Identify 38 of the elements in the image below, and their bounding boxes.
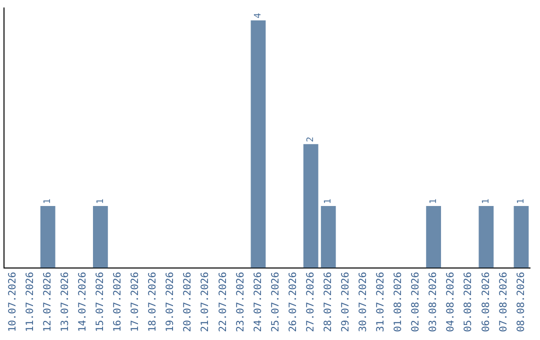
x-tick-label: 20.07.2026 [182,272,194,332]
x-tick-label: 19.07.2026 [165,272,176,332]
x-tick-label: 29.07.2026 [340,272,352,332]
data-label: 4 [254,12,264,18]
x-tick-label: 18.07.2026 [148,272,159,332]
x-tick-label: 21.07.2026 [200,272,212,332]
data-label: 1 [96,198,106,204]
x-tick-label: 24.07.2026 [252,272,264,332]
x-tick-label: 14.07.2026 [77,272,88,332]
x-tick-label: 17.07.2026 [130,272,142,332]
x-tick-label: 03.08.2026 [428,272,440,332]
x-tick-label: 04.08.2026 [446,272,457,332]
x-tick-label: 02.08.2026 [410,272,422,332]
data-label: 1 [43,198,54,204]
x-tick-label: 15.07.2026 [95,272,106,332]
x-tick-label: 26.07.2026 [288,272,299,332]
x-tick-label: 23.07.2026 [235,272,246,332]
data-label: 2 [306,136,316,142]
x-tick-label: 28.07.2026 [322,272,334,332]
x-tick-label: 27.07.2026 [305,272,316,332]
x-tick-label: 22.07.2026 [218,272,229,332]
x-tick-label: 10.07.2026 [7,272,18,332]
data-label: 1 [482,198,492,204]
data-label: 1 [324,198,334,204]
x-tick-label: 31.07.2026 [376,272,387,332]
x-tick-label: 13.07.2026 [60,272,71,332]
x-tick-label: 05.08.2026 [463,272,474,332]
x-tick-label: 25.07.2026 [270,272,282,332]
data-label: 1 [516,198,527,204]
x-tick-label: 08.08.2026 [516,272,527,332]
x-tick-label: 01.08.2026 [393,272,404,332]
x-tick-label: 11.07.2026 [24,272,36,332]
x-tick-label: 30.07.2026 [358,272,370,332]
x-tick-label: 06.08.2026 [480,272,492,332]
x-tick-label: 12.07.2026 [42,272,54,332]
x-tick-label: 07.08.2026 [498,272,510,332]
data-label: 1 [428,198,439,204]
x-tick-label: 16.07.2026 [112,272,124,332]
